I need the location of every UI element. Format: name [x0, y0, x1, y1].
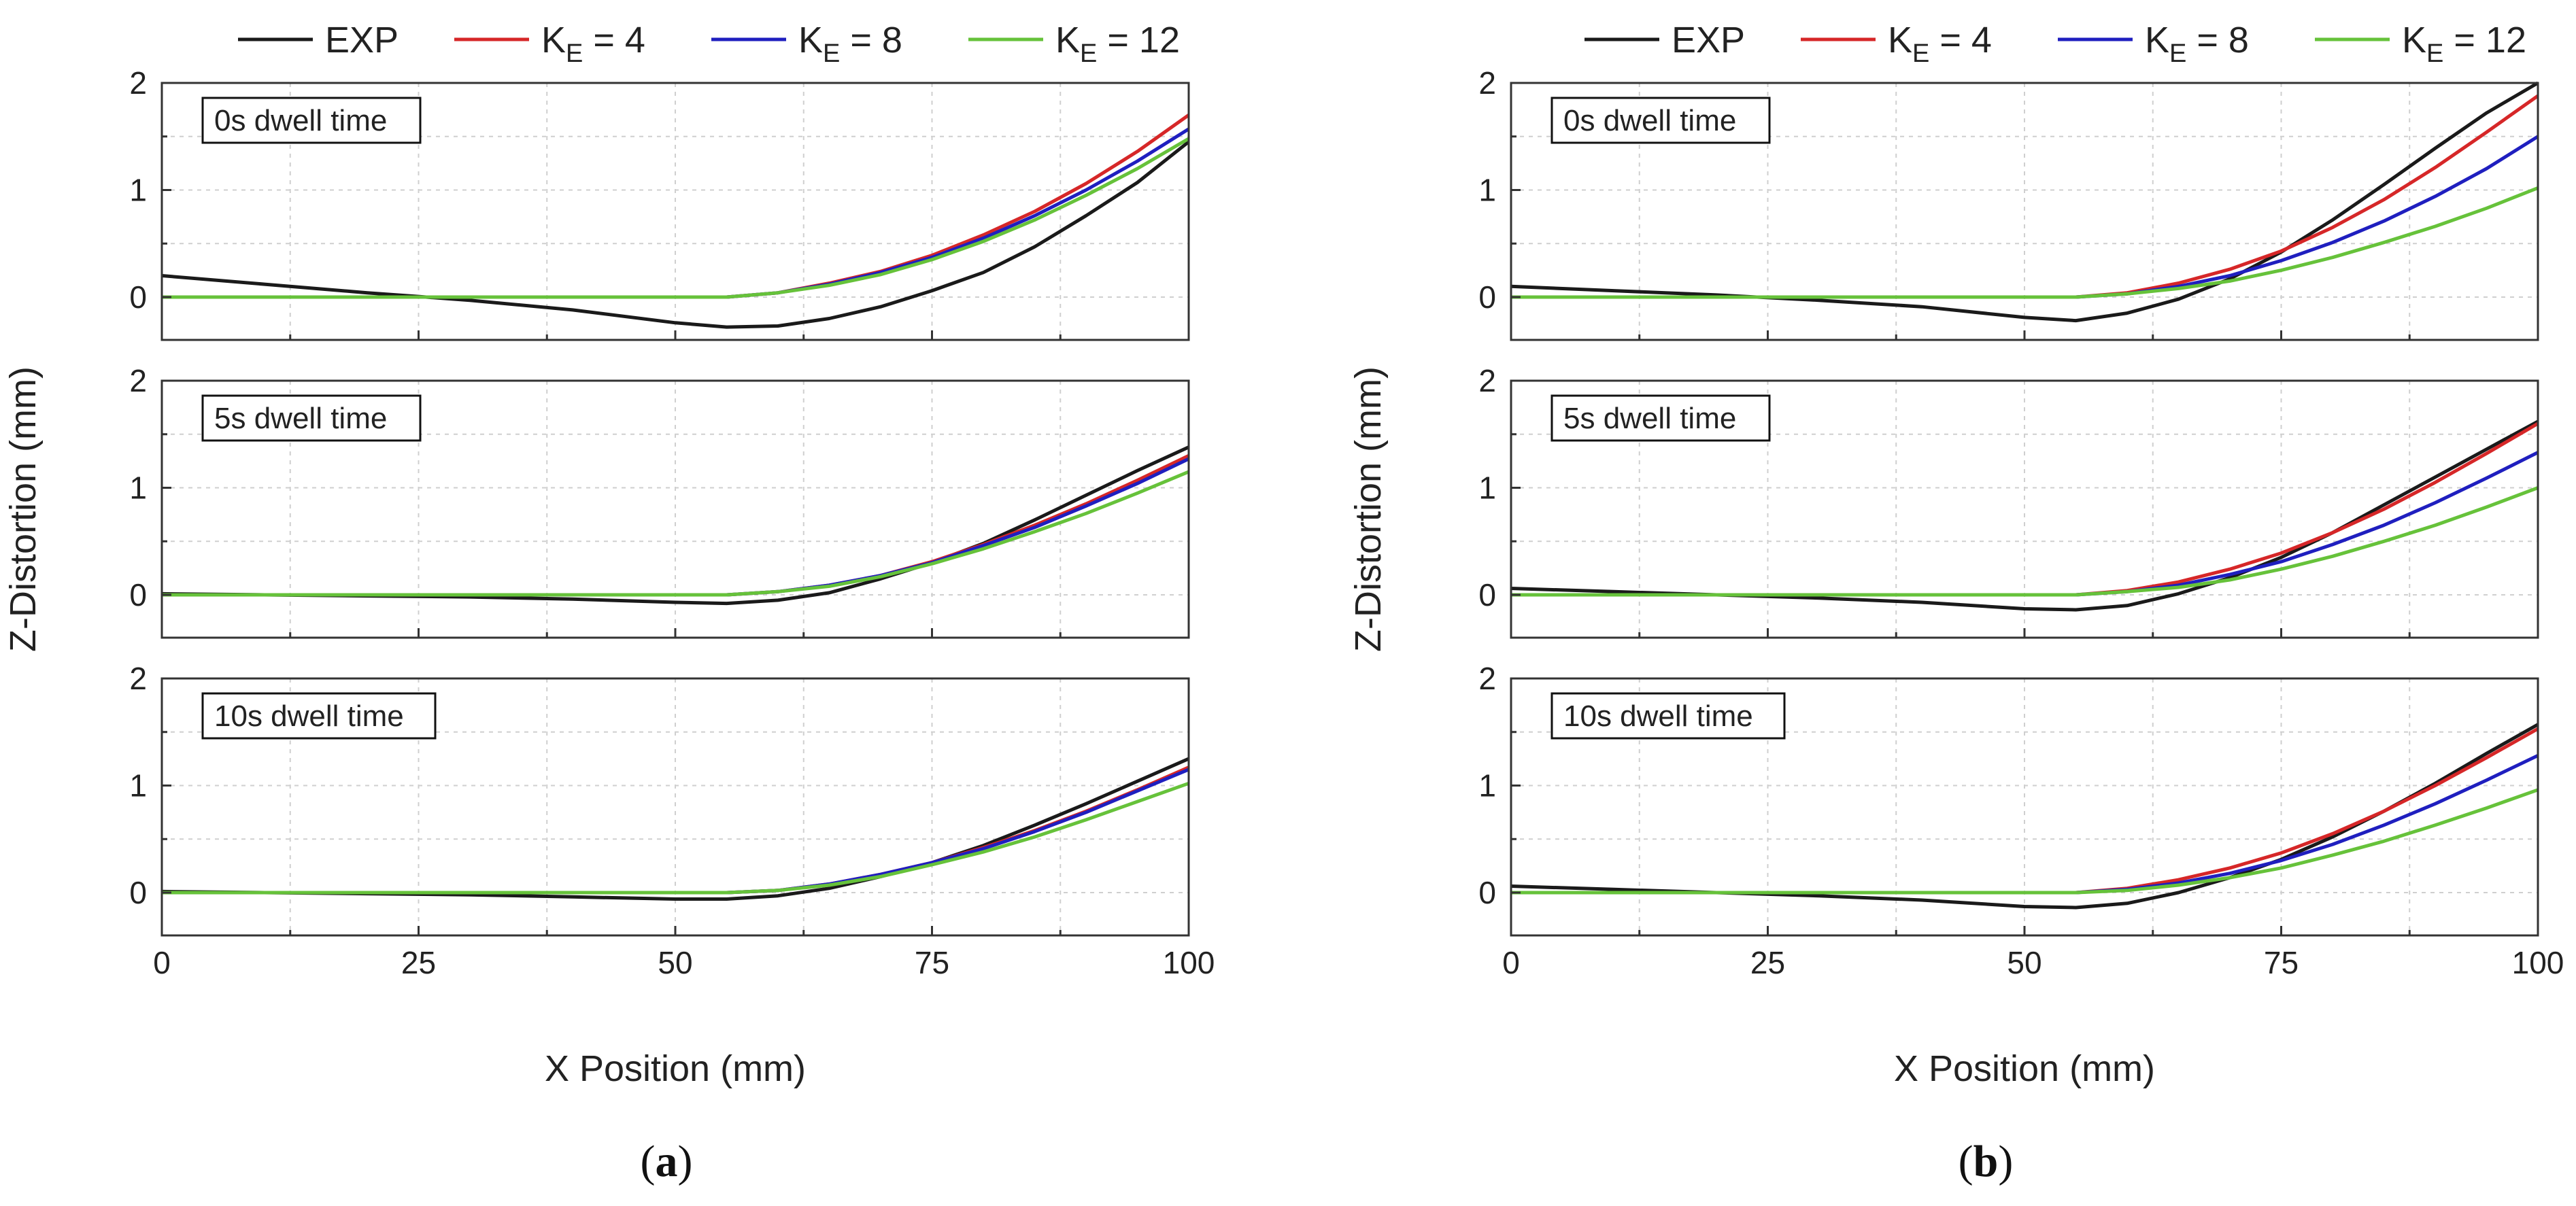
panel-b-0: 0 1 2 0s dwell time [1478, 65, 2539, 341]
legend-entry-1: KE = 4 [541, 20, 645, 68]
y-tick-label: 1 [129, 470, 147, 506]
x-tick-label: 0 [153, 945, 171, 980]
series-line-3 [1511, 186, 2539, 299]
x-axis-title: X Position (mm) [1894, 1048, 2155, 1089]
panel-label-box [1550, 692, 1786, 740]
x-tick-label: 75 [2264, 945, 2299, 980]
panel-a-1: 0 1 2 5s dwell time [129, 363, 1190, 639]
panel-b-2: 0 1 2 10s dwell time 0 25 50 75 100 [1478, 661, 2564, 980]
x-tick-label: 25 [401, 945, 436, 980]
legend-entry-3: KE = 12 [1055, 20, 1180, 68]
panel-label-box [1550, 97, 1771, 144]
panel-label: 5s dwell time [214, 402, 387, 435]
figure-caption: (a) [641, 1137, 693, 1186]
series-line-3 [162, 781, 1189, 895]
chart-b: 0 1 2 0s dwell time 0 1 2 5s dwell time 0 1 2 10s d… [1348, 65, 2564, 1186]
y-axis-title: Z-Distortion (mm) [3, 366, 44, 652]
y-tick-label: 2 [129, 363, 147, 398]
panel-label: 5s dwell time [1563, 402, 1736, 435]
legend-entry-0: EXP [1672, 20, 1745, 61]
y-tick-label: 1 [129, 768, 147, 804]
legend-b: EXP KE = 4 KE = 8 KE = 12 [1584, 20, 2526, 68]
y-tick-label: 0 [129, 279, 147, 315]
legend-entry-2: KE = 8 [798, 20, 902, 68]
series-line-3 [162, 470, 1189, 597]
x-tick-label: 100 [1163, 945, 1215, 980]
figure-caption: (b) [1959, 1137, 2014, 1186]
y-tick-label: 1 [1478, 173, 1496, 208]
y-tick-label: 0 [1478, 577, 1496, 613]
x-axis-title: X Position (mm) [545, 1048, 806, 1089]
series-line-3 [1511, 486, 2539, 597]
x-tick-label: 100 [2512, 945, 2564, 980]
y-tick-label: 2 [129, 65, 147, 101]
panel-label: 0s dwell time [1563, 104, 1736, 137]
y-tick-label: 1 [129, 173, 147, 208]
y-tick-label: 1 [1478, 768, 1496, 804]
legend-a: EXP KE = 4 KE = 8 KE = 12 [238, 20, 1180, 68]
legend-entry-3: KE = 12 [2402, 20, 2526, 68]
panel-label: 0s dwell time [214, 104, 387, 137]
legend-entry-0: EXP [325, 20, 399, 61]
x-tick-label: 50 [2007, 945, 2041, 980]
x-tick-label: 75 [915, 945, 949, 980]
x-tick-label: 0 [1502, 945, 1520, 980]
panel-a-2: 0 1 2 10s dwell time 0 25 50 75 100 [129, 661, 1215, 980]
y-tick-label: 0 [1478, 875, 1496, 910]
y-tick-label: 0 [1478, 279, 1496, 315]
y-axis-title: Z-Distortion (mm) [1348, 366, 1389, 652]
panel-label: 10s dwell time [214, 700, 404, 733]
series-line-3 [162, 137, 1190, 299]
series-line-3 [1511, 788, 2539, 895]
panel-label-box [201, 394, 422, 442]
panel-b-1: 0 1 2 5s dwell time [1478, 363, 2539, 639]
y-tick-label: 2 [1478, 661, 1496, 696]
panel-label-box [201, 692, 437, 740]
y-tick-label: 2 [1478, 363, 1496, 398]
y-tick-label: 1 [1478, 470, 1496, 506]
panel-a-0: 0 1 2 0s dwell time [129, 65, 1190, 341]
y-tick-label: 0 [129, 875, 147, 910]
x-tick-label: 50 [658, 945, 692, 980]
panel-label-box [201, 97, 422, 144]
panel-label-box [1550, 394, 1771, 442]
legend-entry-1: KE = 4 [1888, 20, 1992, 68]
y-tick-label: 2 [1478, 65, 1496, 101]
y-tick-label: 0 [129, 577, 147, 613]
chart-a: 0 1 2 0s dwell time 0 1 2 5s dwell time 0 1 2 10s d… [3, 65, 1215, 1186]
panel-label: 10s dwell time [1563, 700, 1753, 733]
legend-entry-2: KE = 8 [2145, 20, 2249, 68]
y-tick-label: 2 [129, 661, 147, 696]
x-tick-label: 25 [1750, 945, 1785, 980]
